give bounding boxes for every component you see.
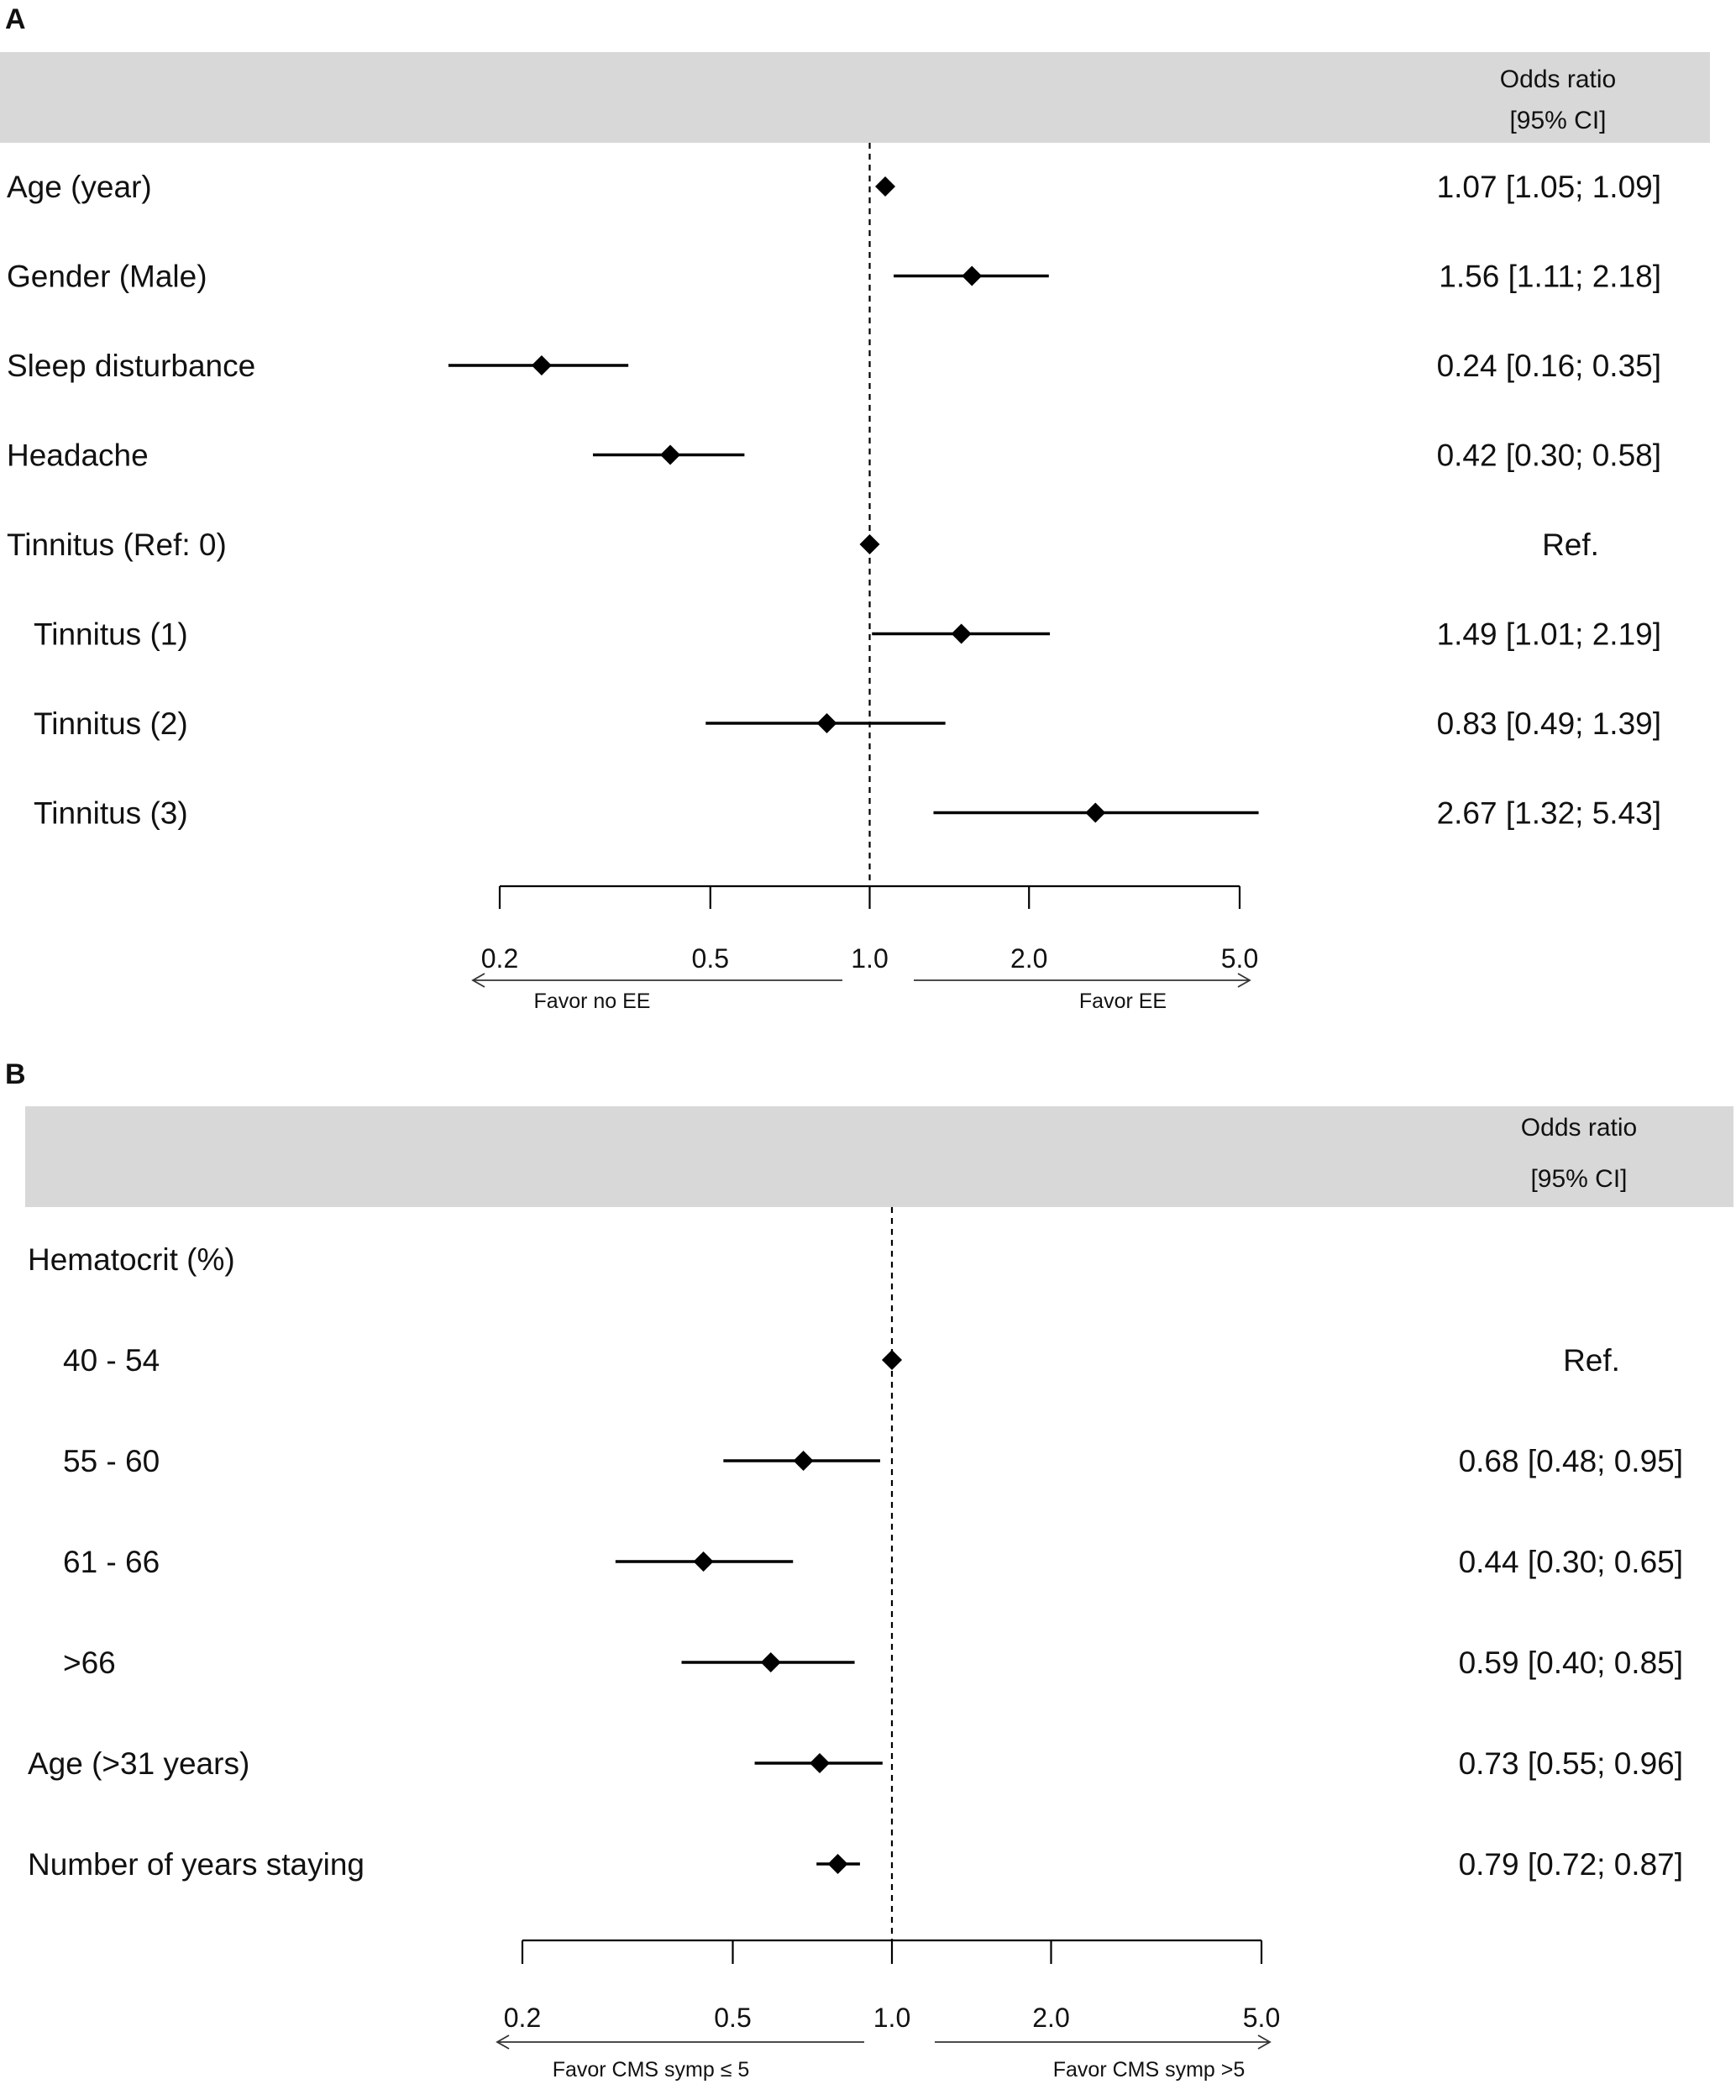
header-band	[0, 52, 1710, 143]
point-estimate-diamond	[859, 534, 880, 554]
odds-ratio-value: 0.44 [0.30; 0.65]	[1459, 1545, 1683, 1579]
odds-ratio-value: 1.49 [1.01; 2.19]	[1437, 617, 1661, 652]
header-odds-ratio: Odds ratio	[1500, 66, 1616, 93]
favor-left-arrowhead	[471, 973, 485, 988]
row-label: Hematocrit (%)	[28, 1242, 235, 1277]
header-ci: [95% CI]	[1530, 1165, 1627, 1193]
odds-ratio-value: 0.59 [0.40; 0.85]	[1459, 1646, 1683, 1680]
odds-ratio-value: Ref.	[1563, 1343, 1620, 1378]
point-estimate-diamond	[660, 444, 681, 465]
x-tick-label: 0.2	[504, 2003, 541, 2033]
favor-left-label: Favor CMS symp ≤ 5	[553, 2058, 750, 2082]
panel-letter: A	[5, 3, 26, 35]
odds-ratio-value: 1.07 [1.05; 1.09]	[1437, 170, 1661, 204]
row-label: 61 - 66	[63, 1545, 160, 1579]
row-label: Tinnitus (2)	[34, 706, 188, 741]
x-tick-label: 5.0	[1243, 2003, 1280, 2033]
row-label: 40 - 54	[63, 1343, 160, 1378]
point-estimate-diamond	[827, 1854, 848, 1874]
row-label: Tinnitus (3)	[34, 796, 188, 831]
odds-ratio-value: 0.79 [0.72; 0.87]	[1459, 1847, 1683, 1882]
point-estimate-diamond	[1085, 802, 1106, 823]
header-odds-ratio: Odds ratio	[1521, 1114, 1637, 1142]
point-estimate-diamond	[875, 176, 896, 197]
row-label: Tinnitus (Ref: 0)	[7, 528, 227, 562]
row-label: Gender (Male)	[7, 260, 207, 294]
x-tick-label: 0.2	[481, 943, 518, 974]
favor-right-arrowhead	[1257, 2034, 1272, 2050]
forest-panel-b: B Odds ratio [95% CI] Hematocrit (%) 40 - 54…	[5, 1058, 1733, 2082]
row-label: Age (>31 years)	[28, 1746, 249, 1781]
row-label: Number of years staying	[28, 1847, 365, 1882]
point-estimate-diamond	[882, 1350, 902, 1370]
odds-ratio-value: 1.56 [1.11; 2.18]	[1439, 260, 1661, 294]
point-estimate-diamond	[693, 1551, 714, 1572]
point-estimate-diamond	[962, 265, 983, 286]
point-estimate-diamond	[816, 713, 837, 733]
header-band	[25, 1106, 1733, 1207]
favor-right-arrowhead	[1237, 973, 1251, 988]
panel-letter: B	[5, 1058, 26, 1090]
row-label: Age (year)	[7, 170, 152, 204]
odds-ratio-value: Ref.	[1542, 528, 1599, 562]
point-estimate-diamond	[793, 1451, 814, 1471]
odds-ratio-value: 2.67 [1.32; 5.43]	[1437, 796, 1661, 831]
odds-ratio-value: 0.24 [0.16; 0.35]	[1437, 349, 1661, 383]
row-label: 55 - 60	[63, 1444, 160, 1478]
point-estimate-diamond	[809, 1753, 830, 1773]
header-ci: [95% CI]	[1509, 107, 1606, 134]
x-tick-label: 0.5	[714, 2003, 751, 2033]
point-estimate-diamond	[951, 623, 972, 644]
x-tick-label: 1.0	[873, 2003, 910, 2033]
x-tick-label: 2.0	[1032, 2003, 1069, 2033]
x-tick-label: 1.0	[851, 943, 888, 974]
favor-right-label: Favor CMS symp >5	[1053, 2058, 1246, 2082]
favor-left-label: Favor no EE	[534, 990, 651, 1013]
odds-ratio-value: 0.73 [0.55; 0.96]	[1459, 1746, 1683, 1781]
row-label: Tinnitus (1)	[34, 617, 188, 652]
favor-right-label: Favor EE	[1079, 990, 1167, 1013]
row-label: Headache	[7, 438, 149, 473]
x-tick-label: 0.5	[692, 943, 729, 974]
odds-ratio-value: 0.42 [0.30; 0.58]	[1437, 438, 1661, 473]
odds-ratio-value: 0.68 [0.48; 0.95]	[1459, 1444, 1683, 1478]
forest-panel-a: A Odds ratio [95% CI] Age (year) 1.07 [1.05;…	[0, 3, 1710, 1013]
row-label: >66	[63, 1646, 116, 1680]
x-tick-label: 2.0	[1010, 943, 1047, 974]
odds-ratio-value: 0.83 [0.49; 1.39]	[1437, 706, 1661, 741]
point-estimate-diamond	[760, 1652, 781, 1672]
favor-left-arrowhead	[496, 2034, 510, 2050]
point-estimate-diamond	[531, 355, 552, 375]
row-label: Sleep disturbance	[7, 349, 255, 383]
x-tick-label: 5.0	[1221, 943, 1258, 974]
